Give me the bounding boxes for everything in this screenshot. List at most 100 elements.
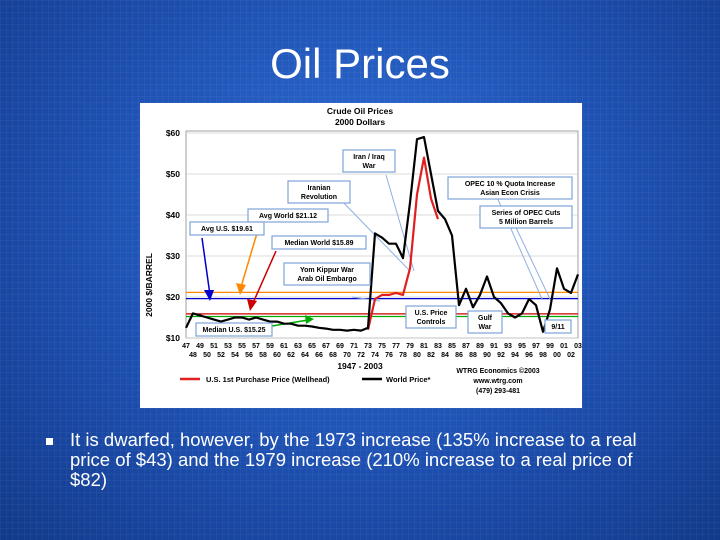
x-tick-label: 72: [357, 352, 365, 359]
median-world-pointer: [252, 250, 277, 304]
annotation-box: Median World $15.89: [271, 235, 367, 250]
x-tick-label: 61: [280, 343, 288, 350]
x-tick-label: 57: [252, 343, 260, 350]
annotation-text: Median U.S. $15.25: [202, 327, 265, 334]
annotation-boxes: Iran / Iraq War Iranian Revolution OPEC 10 %…: [189, 149, 573, 337]
annotation-frame: [283, 262, 371, 286]
y-tick-label: $40: [166, 210, 180, 220]
x-tick-label: 82: [427, 352, 435, 359]
crude-oil-price-chart: Crude Oil Prices 2000 Dollars 2000 $/BAR…: [144, 106, 582, 395]
x-tick-label: 83: [434, 343, 442, 350]
x-tick-label: 48: [189, 352, 197, 359]
x-tick-label: 53: [224, 343, 232, 350]
x-tick-label: 84: [441, 352, 449, 359]
x-tick-label: 95: [518, 343, 526, 350]
y-tick-label: $30: [166, 251, 180, 261]
chart-image: Crude Oil Prices 2000 Dollars 2000 $/BAR…: [140, 103, 582, 408]
x-tick-label: 75: [378, 343, 386, 350]
x-tick-label: 73: [364, 343, 372, 350]
y-tick-label: $60: [166, 128, 180, 138]
annotation-box: U.S. Price Controls: [405, 305, 457, 329]
annotation-frame: [447, 176, 573, 200]
annotation-box: Yom Kippur War Arab Oil Embargo: [283, 262, 371, 286]
annotation-text: 9/11: [551, 324, 564, 331]
source-line-2: www.wtrg.com: [472, 378, 522, 385]
x-tick-label: 86: [455, 352, 463, 359]
x-tick-label: 03: [574, 343, 582, 350]
annotation-connector: [335, 194, 411, 272]
x-tick-label: 52: [217, 352, 225, 359]
x-tick-label: 66: [315, 352, 323, 359]
annotation-text: Avg U.S. $19.61: [201, 226, 253, 233]
x-tick-label: 68: [329, 352, 337, 359]
x-tick-label: 91: [490, 343, 498, 350]
x-tick-label: 56: [245, 352, 253, 359]
arrow-down-icon: [204, 290, 214, 301]
source-line-1: WTRG Economics ©2003: [456, 367, 539, 375]
x-tick-label: 54: [231, 352, 239, 359]
annotation-frame: [195, 322, 273, 337]
x-tick-label: 55: [238, 343, 246, 350]
x-tick-label: 64: [301, 352, 309, 359]
source-line-3: (479) 293-481: [476, 388, 520, 395]
avg-us-pointer: [201, 237, 211, 296]
annotation-box: Avg World $21.12: [247, 208, 329, 223]
annotation-box: Iran / Iraq War: [342, 149, 396, 173]
annotation-text: Iranian Revolution: [301, 185, 337, 201]
annotation-connector: [385, 174, 415, 272]
annotation-text: Gulf War: [478, 315, 493, 331]
annotation-frame: [405, 305, 457, 329]
annotation-box: 9/11: [544, 319, 572, 334]
annotation-text: Iran / Iraq War: [353, 154, 385, 170]
source-credit: WTRG Economics ©2003 www.wtrg.com (479) …: [456, 367, 539, 395]
annotation-text: Avg World $21.12: [259, 213, 317, 220]
bullet-list: It is dwarfed, however, by the 1973 incr…: [44, 430, 674, 490]
data-series: [185, 135, 580, 333]
x-tick-label: 77: [392, 343, 400, 350]
series-line: [366, 156, 440, 331]
x-tick-label: 50: [203, 352, 211, 359]
annotation-frame: [544, 319, 572, 334]
reference-lines: [186, 291, 578, 318]
x-tick-label: 78: [399, 352, 407, 359]
annotation-frame: [342, 149, 396, 173]
annotation-frame: [479, 205, 573, 229]
y-tick-labels: $10 $20 $30 $40 $50 $60: [166, 128, 180, 343]
x-tick-label: 87: [462, 343, 470, 350]
annotation-connector: [509, 214, 551, 300]
x-tick-label: 71: [350, 343, 358, 350]
chart-subtitle: 2000 Dollars: [335, 117, 385, 127]
annotation-box: Avg U.S. $19.61: [189, 221, 265, 236]
x-tick-label: 97: [532, 343, 540, 350]
x-tick-label: 85: [448, 343, 456, 350]
x-tick-labels: 47 49 51 53 55 57 59 61 63 65 67 69 71 73 75 77 79 81 83 85…: [182, 343, 582, 359]
arrow-down-icon: [247, 299, 257, 311]
annotation-box: Median U.S. $15.25: [195, 322, 273, 337]
x-tick-label: 81: [420, 343, 428, 350]
arrow-down-icon: [236, 283, 246, 295]
x-axis-label: 1947 - 2003: [337, 361, 383, 371]
annotation-text: OPEC 10 % Quota Increase Asian Econ Crisi…: [465, 181, 555, 197]
x-tick-label: 01: [560, 343, 568, 350]
legend-world-label: World Price*: [386, 375, 431, 384]
x-tick-label: 89: [476, 343, 484, 350]
x-tick-label: 93: [504, 343, 512, 350]
y-tick-label: $50: [166, 169, 180, 179]
x-tick-label: 69: [336, 343, 344, 350]
bullet-item: It is dwarfed, however, by the 1973 incr…: [44, 430, 674, 490]
x-tick-label: 58: [259, 352, 267, 359]
x-tick-label: 70: [343, 352, 351, 359]
annotation-box: Gulf War: [467, 310, 503, 334]
bullet-text: It is dwarfed, however, by the 1973 incr…: [70, 429, 637, 490]
x-tick-label: 49: [196, 343, 204, 350]
x-tick-label: 02: [567, 352, 575, 359]
x-tick-label: 80: [413, 352, 421, 359]
y-tick-label: $20: [166, 292, 180, 302]
legend: U.S. 1st Purchase Price (Wellhead) World…: [180, 375, 431, 384]
x-tick-label: 96: [525, 352, 533, 359]
x-tick-label: 94: [511, 352, 519, 359]
x-tick-label: 79: [406, 343, 414, 350]
x-tick-label: 99: [546, 343, 554, 350]
x-tick-label: 62: [287, 352, 295, 359]
annotation-arrows: [201, 174, 551, 327]
